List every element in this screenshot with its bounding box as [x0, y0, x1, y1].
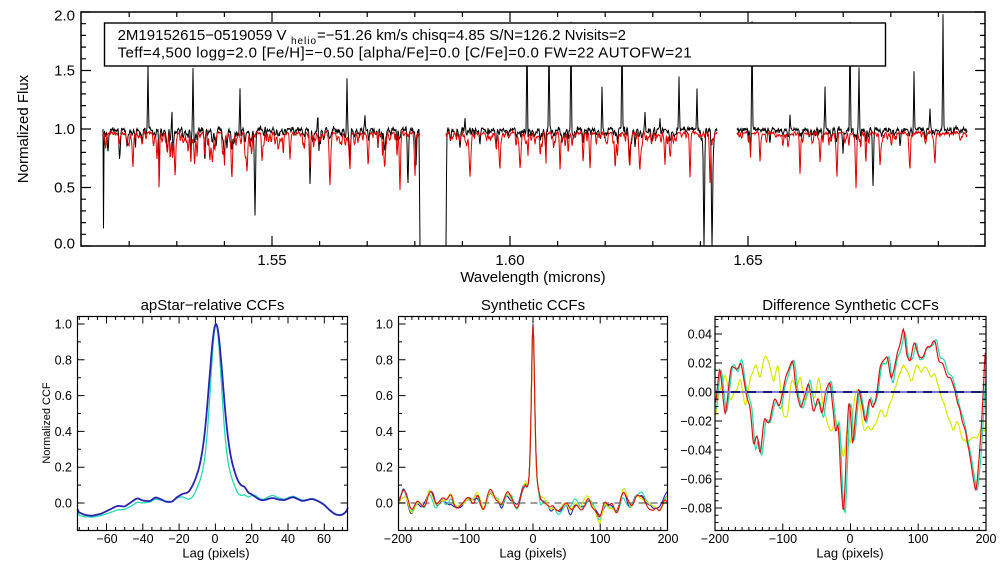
svg-text:0: 0 — [530, 532, 537, 546]
svg-text:0.8: 0.8 — [55, 353, 72, 367]
svg-text:0: 0 — [212, 532, 219, 546]
svg-text:100: 100 — [590, 532, 611, 546]
svg-text:−0.02: −0.02 — [680, 415, 712, 429]
svg-text:Difference Synthetic CCFs: Difference Synthetic CCFs — [762, 297, 938, 314]
svg-text:1.5: 1.5 — [54, 63, 75, 80]
svg-text:Synthetic CCFs: Synthetic CCFs — [481, 297, 585, 314]
svg-text:0.0: 0.0 — [54, 236, 75, 253]
svg-text:200: 200 — [658, 532, 679, 546]
svg-text:Normalized CCF: Normalized CCF — [41, 382, 53, 464]
svg-text:1.55: 1.55 — [257, 252, 286, 269]
svg-text:0.00: 0.00 — [688, 386, 712, 400]
svg-text:=−51.26 km/s chisq=4.85 S/N=: =−51.26 km/s chisq=4.85 S/N=126.2 Nvisit… — [317, 27, 626, 44]
svg-text:apStar−relative CCFs: apStar−relative CCFs — [141, 297, 285, 314]
svg-text:helio: helio — [291, 36, 316, 47]
svg-text:−20: −20 — [168, 532, 189, 546]
svg-text:Lag (pixels): Lag (pixels) — [499, 546, 566, 561]
svg-text:1.0: 1.0 — [55, 318, 72, 332]
svg-text:0.6: 0.6 — [55, 389, 72, 403]
svg-text:0.5: 0.5 — [54, 180, 75, 197]
svg-text:−200: −200 — [701, 532, 729, 546]
svg-text:2M19152615−0519059 V: 2M19152615−0519059 V — [118, 27, 287, 44]
svg-text:Lag (pixels): Lag (pixels) — [182, 546, 249, 561]
svg-text:0: 0 — [847, 532, 854, 546]
svg-text:−0.04: −0.04 — [680, 444, 712, 458]
svg-text:0.2: 0.2 — [55, 461, 72, 475]
svg-text:0.0: 0.0 — [376, 497, 393, 511]
svg-text:−40: −40 — [132, 532, 153, 546]
svg-text:0.02: 0.02 — [688, 357, 712, 371]
svg-text:−100: −100 — [769, 532, 797, 546]
svg-text:0.2: 0.2 — [376, 461, 393, 475]
svg-text:0.4: 0.4 — [55, 425, 72, 439]
svg-text:20: 20 — [245, 532, 259, 546]
svg-text:Normalized Flux: Normalized Flux — [15, 74, 32, 183]
svg-text:−0.06: −0.06 — [680, 473, 712, 487]
svg-text:−0.08: −0.08 — [680, 502, 712, 516]
svg-text:1.0: 1.0 — [376, 318, 393, 332]
svg-text:2.0: 2.0 — [54, 8, 75, 25]
svg-text:−200: −200 — [384, 532, 412, 546]
svg-text:100: 100 — [908, 532, 929, 546]
svg-text:60: 60 — [317, 532, 331, 546]
svg-text:0.04: 0.04 — [688, 328, 712, 342]
svg-text:Lag (pixels): Lag (pixels) — [816, 546, 883, 561]
svg-text:1.0: 1.0 — [54, 121, 75, 138]
svg-text:−100: −100 — [452, 532, 480, 546]
svg-text:0.6: 0.6 — [376, 389, 393, 403]
svg-text:0.0: 0.0 — [55, 497, 72, 511]
svg-text:1.60: 1.60 — [495, 252, 524, 269]
svg-text:200: 200 — [976, 532, 997, 546]
svg-text:Teff=4,500 logg=2.0 [Fe/H]=−0.: Teff=4,500 logg=2.0 [Fe/H]=−0.50 [alpha/… — [118, 45, 692, 62]
svg-text:Wavelength (microns): Wavelength (microns) — [460, 269, 605, 286]
svg-text:40: 40 — [281, 532, 295, 546]
svg-text:0.4: 0.4 — [376, 425, 393, 439]
svg-text:1.65: 1.65 — [733, 252, 762, 269]
svg-text:0.8: 0.8 — [376, 353, 393, 367]
svg-text:−60: −60 — [96, 532, 117, 546]
